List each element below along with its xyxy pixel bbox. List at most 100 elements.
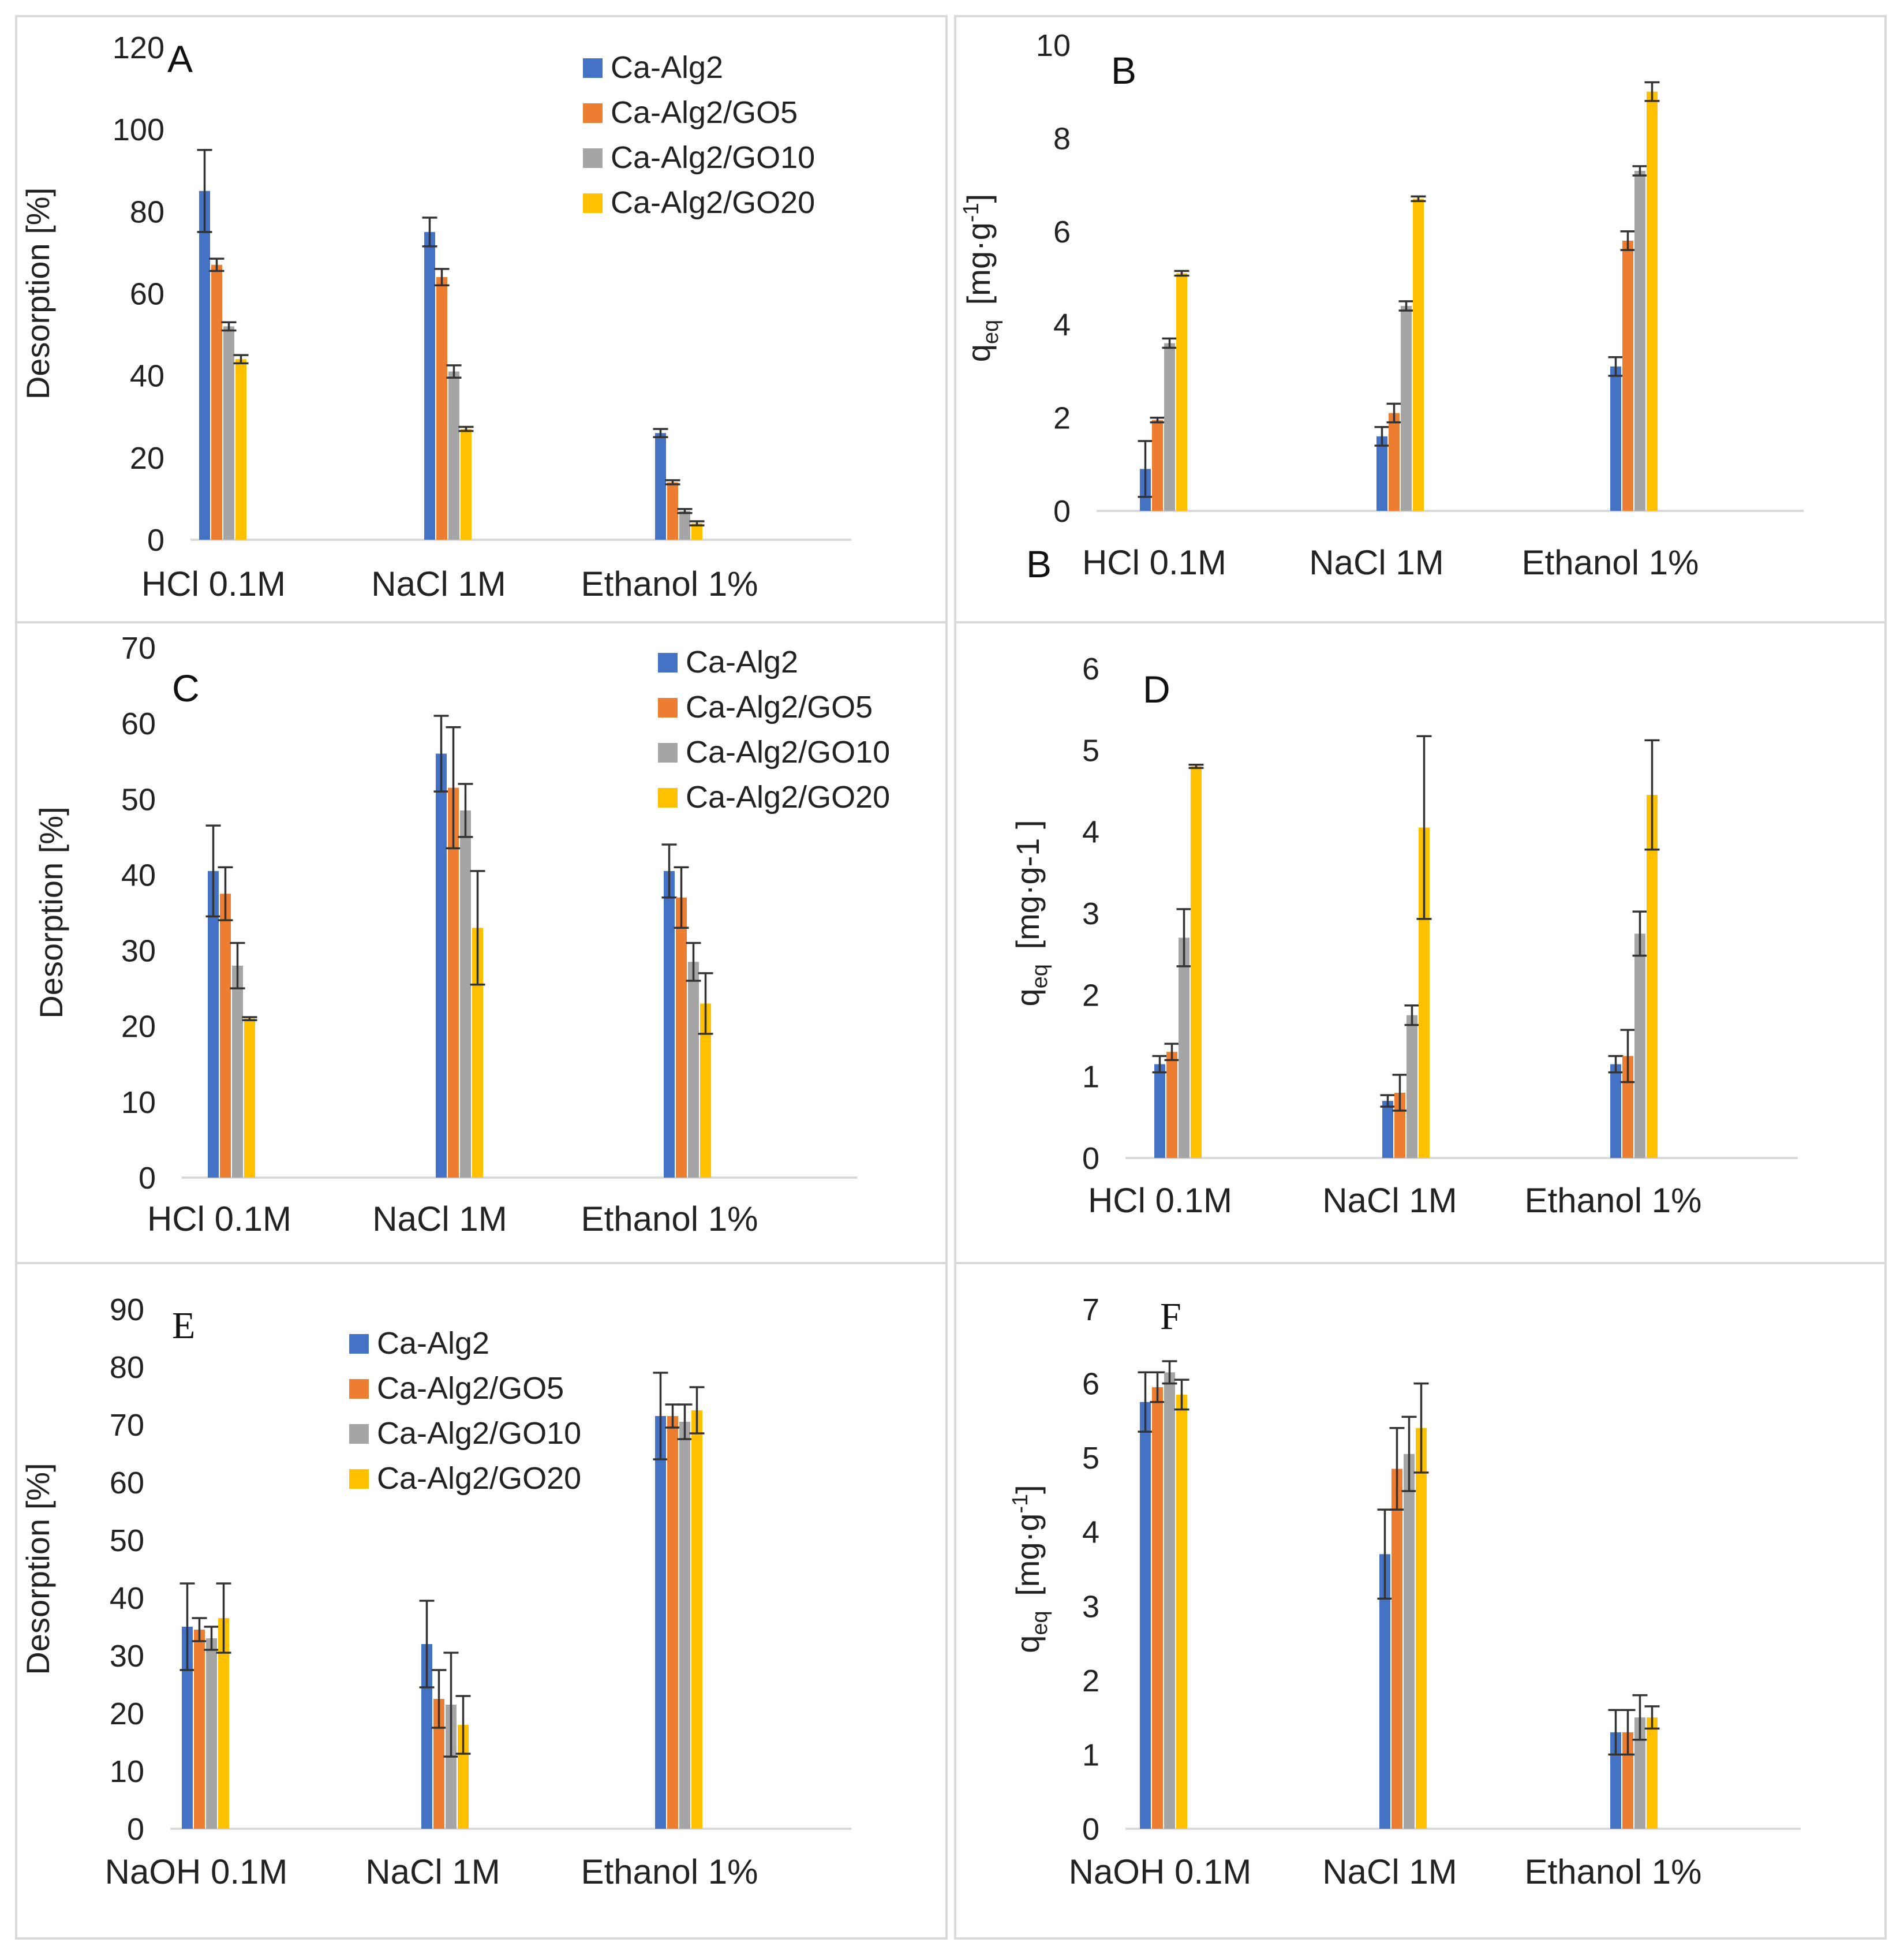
error-bar [698, 972, 713, 1035]
y-tick-label: 90 [110, 1292, 144, 1327]
bar-ca-alg2-2 [655, 433, 666, 540]
bar-ca-alg2-go5-2 [1622, 240, 1633, 511]
error-bar [1404, 1004, 1420, 1026]
error-bar [1150, 1371, 1165, 1403]
y-tick-label: 8 [1053, 121, 1071, 156]
x-category-label: HCl 0.1M [147, 1200, 291, 1238]
bar-ca-alg2-go10-0 [232, 965, 243, 1178]
error-bar [192, 1617, 207, 1642]
bar-ca-alg2-go5-1 [433, 1699, 444, 1829]
bar-ca-alg2-go20-1 [1419, 827, 1430, 1158]
error-bar [1174, 270, 1189, 277]
y-tick-label: 1 [1082, 1738, 1099, 1772]
error-bar [1644, 739, 1660, 851]
legend-swatch [658, 788, 678, 808]
legend-entry: Ca-Alg2 [611, 50, 723, 85]
bar-ca-alg2-go10-1 [460, 810, 471, 1178]
panel-label: D [1143, 668, 1170, 711]
error-bar [204, 1626, 219, 1651]
error-bar [242, 1016, 257, 1021]
error-bar [1164, 1043, 1180, 1062]
legend-swatch [658, 653, 678, 673]
error-bar [1176, 908, 1192, 967]
y-tick-label: 4 [1053, 308, 1071, 342]
error-bar [1608, 1055, 1624, 1074]
x-category-label: Ethanol 1% [581, 565, 758, 603]
error-bar [1416, 735, 1432, 920]
error-bar [233, 354, 249, 365]
bar-ca-alg2-go20-1 [461, 429, 472, 540]
bar-ca-alg2-2 [1610, 1732, 1621, 1829]
error-bar [455, 1695, 471, 1755]
legend-swatch [349, 1379, 369, 1399]
error-bar [1188, 764, 1204, 769]
error-bar [1174, 1379, 1189, 1411]
error-bar [1632, 910, 1648, 957]
error-bar [653, 1372, 668, 1460]
y-tick-label: 0 [1082, 1812, 1099, 1847]
y-tick-label: 30 [121, 934, 156, 969]
error-bar [1644, 1705, 1660, 1730]
error-bar [1374, 425, 1390, 447]
error-bar [209, 257, 225, 272]
error-bar [1138, 440, 1153, 498]
y-tick-label: 0 [1053, 494, 1071, 529]
bar-ca-alg2-go10-0 [223, 326, 234, 540]
error-bar [230, 942, 245, 989]
y-axis-label: qeq [mg·g-1] [959, 194, 1003, 363]
y-tick-label: 20 [110, 1697, 144, 1731]
bar-ca-alg2-go5-1 [1389, 413, 1400, 511]
y-tick-label: 2 [1082, 1664, 1099, 1698]
x-category-label: NaCl 1M [371, 565, 506, 603]
panel-e: 0 10 20 30 40 50 60 70 80 90 Desorption [%] E NaOH 0… [15, 1262, 948, 1940]
legend-swatch [583, 58, 603, 78]
bar-ca-alg2-go20-2 [1647, 1717, 1658, 1829]
bar-ca-alg2-0 [1140, 1402, 1151, 1829]
bar-ca-alg2-go20-1 [472, 928, 483, 1178]
bar-ca-alg2-0 [208, 871, 219, 1178]
error-bar [470, 870, 485, 986]
error-bar [1398, 300, 1414, 312]
bar-ca-alg2-go10-1 [1401, 305, 1412, 511]
bar-ca-alg2-go20-0 [1191, 766, 1202, 1158]
bar-ca-alg2-go5-0 [1152, 420, 1163, 511]
legend-entry: Ca-Alg2/GO20 [377, 1461, 581, 1496]
x-category-label: HCl 0.1M [141, 565, 286, 603]
bar-ca-alg2-go20-1 [1413, 199, 1424, 511]
y-axis-label: Desorption [%] [20, 1463, 56, 1675]
error-bar [689, 520, 705, 526]
x-category-label: NaOH 0.1M [1069, 1852, 1252, 1891]
bar-ca-alg2-1 [1376, 436, 1387, 511]
error-bar [677, 1403, 693, 1440]
error-bar [661, 843, 677, 899]
y-tick-label: 2 [1082, 978, 1099, 1013]
y-tick-label: 40 [130, 359, 164, 394]
legend-swatch [583, 148, 603, 168]
bar-ca-alg2-go20-0 [218, 1618, 229, 1829]
y-tick-label: 5 [1082, 733, 1099, 768]
error-bar [443, 1652, 459, 1758]
legend-swatch [349, 1334, 369, 1354]
y-tick-label: 40 [110, 1581, 144, 1616]
bar-ca-alg2-go20-1 [1416, 1428, 1427, 1829]
x-category-label: Ethanol 1% [1525, 1181, 1702, 1220]
bar-ca-alg2-go20-2 [700, 1003, 711, 1178]
error-bar [686, 942, 701, 982]
legend-entry: Ca-Alg2/GO5 [686, 690, 873, 724]
bar-ca-alg2-2 [664, 871, 675, 1178]
bar-ca-alg2-go10-0 [1164, 343, 1175, 511]
error-bar [1389, 1426, 1405, 1511]
panel-c: 0 10 20 30 40 50 60 70 Desorption [%] C HCl 0.1M Na… [15, 621, 948, 1264]
bar-ca-alg2-go10-1 [1404, 1454, 1415, 1829]
y-tick-label: 100 [113, 113, 164, 147]
y-tick-label: 80 [130, 195, 164, 229]
y-tick-label: 10 [121, 1085, 156, 1120]
y-tick-label: 60 [110, 1466, 144, 1500]
error-bar [431, 1669, 447, 1729]
y-axis-label: Desorption [%] [20, 188, 56, 399]
bar-ca-alg2-go5-0 [211, 264, 222, 540]
panel-label: A [167, 38, 193, 80]
panel-label: C [172, 667, 200, 709]
bar-ca-alg2-0 [182, 1627, 193, 1829]
